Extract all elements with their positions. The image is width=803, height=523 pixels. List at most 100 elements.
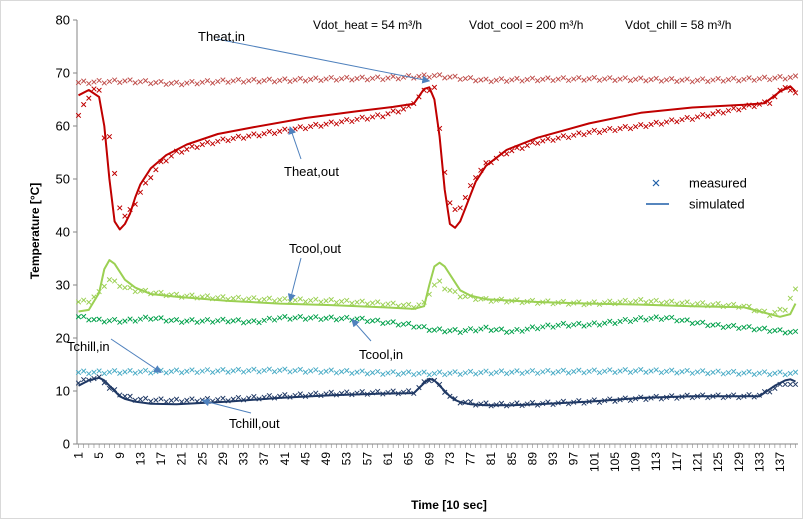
data-point — [638, 296, 644, 303]
data-point — [313, 390, 319, 396]
data-point — [576, 320, 582, 327]
data-point — [209, 141, 216, 147]
data-point — [277, 297, 283, 303]
data-point — [307, 315, 314, 321]
data-point — [158, 315, 164, 321]
data-point — [106, 318, 113, 324]
data-point — [710, 369, 716, 375]
data-point — [153, 315, 159, 322]
data-point — [736, 371, 742, 377]
data-point — [699, 368, 706, 374]
data-point — [168, 153, 175, 159]
data-point — [638, 122, 644, 128]
data-point — [81, 368, 87, 374]
data-point — [457, 76, 463, 83]
data-point — [612, 369, 618, 376]
x-tick-label: 41 — [278, 452, 292, 466]
header-note: Vdot_chill = 58 m³/h — [625, 18, 731, 32]
data-point — [349, 300, 355, 306]
data-point — [137, 79, 144, 85]
data-point — [359, 74, 365, 80]
data-point — [622, 316, 628, 323]
data-point — [277, 367, 283, 373]
data-point — [179, 319, 185, 326]
data-point — [230, 78, 236, 84]
data-point — [777, 73, 783, 80]
data-point — [395, 76, 401, 82]
data-point — [684, 299, 690, 305]
legend-marker-x — [652, 179, 660, 187]
data-point — [725, 323, 732, 330]
data-point — [607, 298, 613, 304]
data-point — [117, 319, 123, 325]
data-point — [787, 381, 793, 388]
data-point — [509, 369, 515, 375]
data-point — [653, 297, 659, 304]
data-point — [669, 117, 675, 123]
data-point — [751, 77, 757, 83]
data-point — [447, 74, 453, 80]
data-point — [230, 295, 236, 302]
data-point — [519, 328, 525, 334]
data-point — [344, 314, 350, 321]
axes: 0 10 20 30 40 50 60 70 80 1 5 9 13 17 21 25 29 33 37 41 45 49… — [56, 13, 798, 472]
data-point — [369, 114, 376, 120]
x-tick-label: 113 — [649, 452, 663, 471]
data-point — [375, 299, 381, 305]
data-point — [282, 76, 288, 82]
data-point — [705, 113, 711, 119]
data-point — [694, 369, 701, 375]
data-point — [720, 78, 726, 84]
data-point — [369, 75, 376, 82]
data-point — [117, 370, 123, 376]
data-point — [158, 289, 164, 296]
data-point — [663, 77, 670, 83]
data-point — [297, 296, 303, 302]
data-point — [158, 396, 164, 402]
data-point — [576, 130, 582, 136]
x-tick-label: 17 — [154, 452, 168, 466]
data-point — [106, 133, 113, 140]
data-point — [251, 393, 257, 400]
data-point — [498, 76, 505, 82]
data-point — [782, 307, 788, 313]
data-point — [787, 74, 793, 81]
y-tick-label: 60 — [56, 119, 70, 134]
data-point — [601, 76, 608, 82]
data-point — [411, 371, 417, 378]
data-point — [483, 324, 489, 330]
data-point — [189, 396, 195, 402]
data-point — [560, 367, 567, 373]
x-tick-label: 81 — [484, 452, 498, 466]
data-point — [240, 79, 247, 85]
data-point — [349, 370, 355, 377]
data-point — [163, 318, 169, 324]
data-point — [127, 77, 133, 83]
data-point — [246, 78, 252, 84]
data-point — [96, 368, 102, 374]
data-point — [354, 75, 360, 82]
data-point — [395, 322, 401, 328]
annotation-arrow — [351, 318, 372, 342]
data-point — [679, 369, 685, 375]
data-point — [184, 397, 190, 403]
annotation-label: Tchill,in — [67, 339, 110, 354]
data-point — [328, 389, 334, 395]
data-point — [787, 329, 793, 335]
y-tick-label: 0 — [63, 437, 70, 452]
legend-label: simulated — [689, 197, 745, 212]
data-point — [282, 366, 288, 372]
data-point — [581, 77, 587, 83]
data-point — [447, 287, 453, 293]
data-point — [767, 76, 773, 83]
data-point — [761, 74, 768, 80]
data-point — [328, 119, 334, 125]
data-point — [684, 76, 690, 82]
data-point — [777, 369, 783, 375]
data-point — [344, 389, 350, 395]
data-point — [674, 318, 680, 324]
data-point — [307, 368, 314, 374]
data-point — [746, 323, 752, 330]
x-tick-label: 25 — [195, 452, 209, 466]
data-point — [153, 167, 159, 173]
